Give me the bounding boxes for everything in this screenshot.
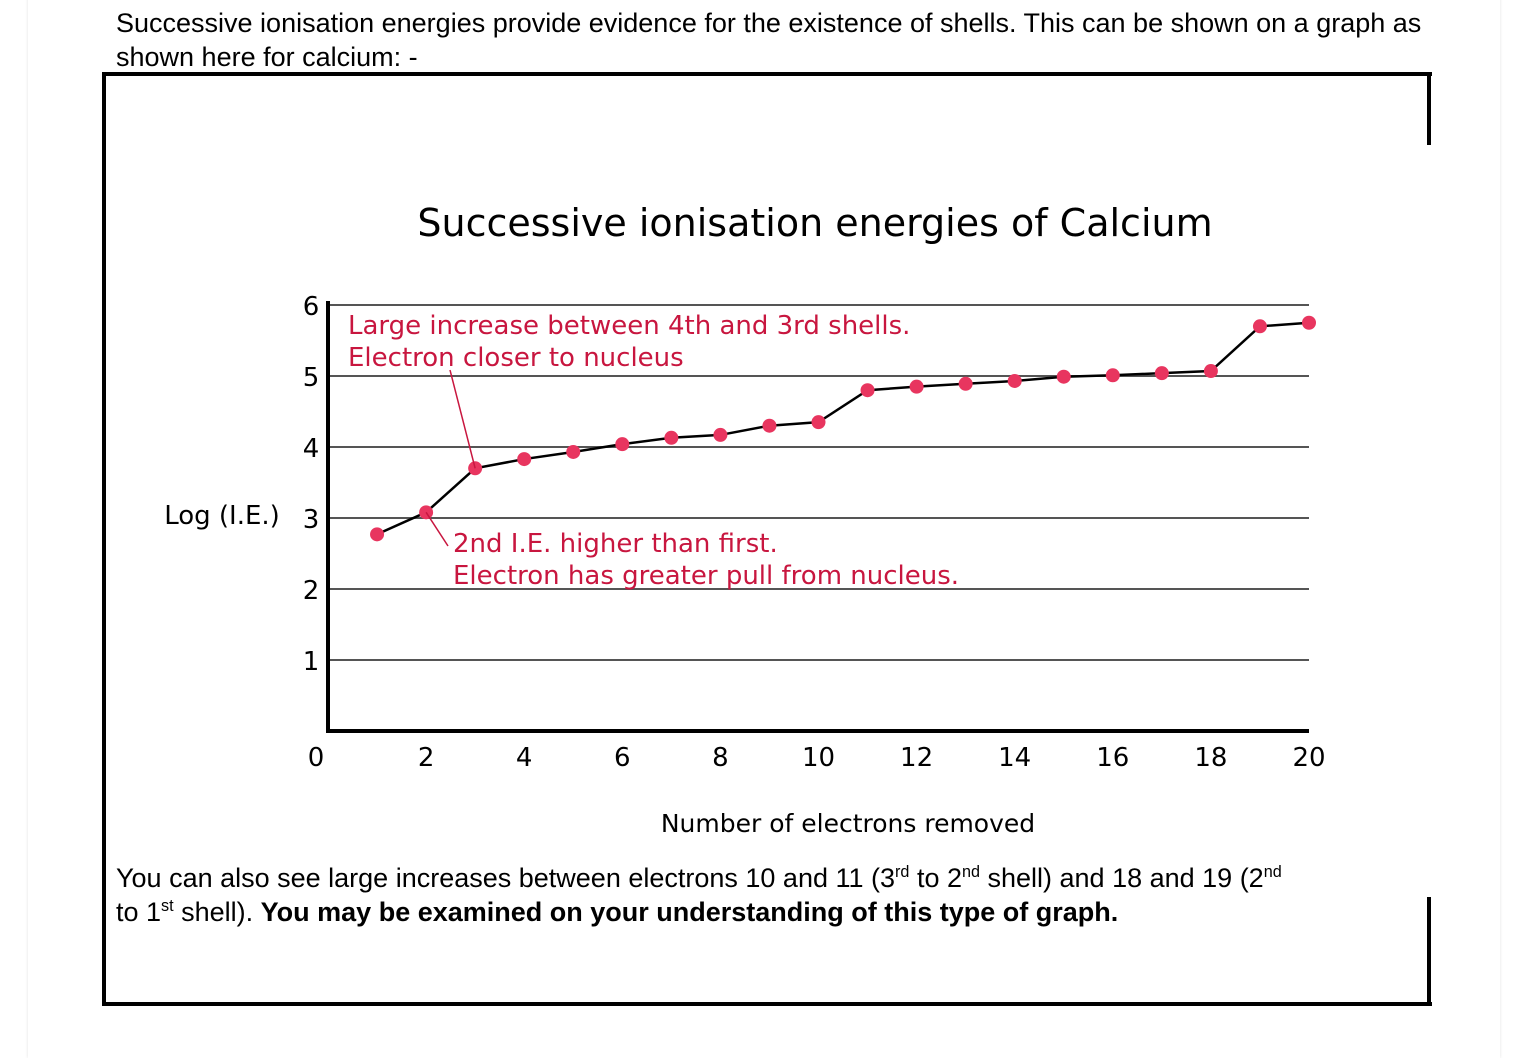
annotation-pointer: [449, 369, 476, 469]
intro-paragraph: Successive ionisation energies provide e…: [116, 8, 1422, 72]
data-point: [958, 376, 973, 391]
data-point: [1056, 369, 1071, 384]
annotation-text: Electron closer to nucleus: [348, 343, 684, 373]
x-tick-label: 10: [802, 743, 835, 773]
y-tick-label: 3: [303, 505, 320, 535]
x-tick-label: 8: [712, 743, 729, 773]
x-tick-label: 2: [418, 743, 435, 773]
data-point: [1302, 315, 1316, 330]
superscript: nd: [1263, 863, 1282, 881]
x-tick-label: 18: [1194, 743, 1227, 773]
x-tick-label: 12: [900, 743, 933, 773]
annotation-pointer: [425, 511, 449, 547]
frame-border-right: [1427, 897, 1431, 1006]
superscript: st: [161, 897, 174, 915]
data-point: [615, 437, 630, 452]
x-tick-label: 20: [1292, 743, 1325, 773]
y-axis-label: Log (I.E.): [164, 501, 280, 531]
outro-text: shell).: [173, 897, 261, 927]
y-tick-label: 2: [303, 576, 320, 606]
frame-border-left: [102, 72, 106, 1006]
annotation-text: 2nd I.E. higher than first.: [453, 529, 778, 559]
data-point: [1007, 373, 1022, 388]
frame-border-bottom: [102, 1002, 1432, 1006]
series-line: [376, 321, 1310, 536]
data-point: [762, 418, 777, 433]
outro-bold-text: You may be examined on your understandin…: [260, 897, 1119, 927]
x-axis-label: Number of electrons removed: [661, 809, 1035, 838]
data-point: [664, 430, 679, 445]
data-point: [566, 444, 581, 459]
x-tick-label: 16: [1096, 743, 1129, 773]
outro-text: to 2: [909, 863, 962, 893]
data-point: [1203, 364, 1218, 379]
y-tick-label: 5: [303, 363, 320, 393]
chart-title: Successive ionisation energies of Calciu…: [417, 201, 1212, 245]
data-point: [909, 379, 924, 394]
frame-border-top: [102, 72, 1432, 76]
annotation-text: Electron has greater pull from nucleus.: [453, 561, 959, 591]
data-point: [419, 505, 434, 520]
data-point: [1252, 319, 1267, 334]
outro-text: You can also see large increases between…: [116, 863, 896, 893]
outro-text: to 1: [116, 897, 162, 927]
data-point: [811, 415, 826, 430]
data-point: [517, 452, 532, 467]
y-tick-label: 1: [303, 647, 320, 677]
y-tick-label: 6: [303, 292, 320, 322]
data-point: [860, 383, 875, 398]
x-tick-label: 4: [516, 743, 533, 773]
outro-paragraph: You can also see large increases between…: [116, 861, 1446, 929]
superscript: rd: [895, 863, 910, 881]
frame-border-right: [1427, 72, 1431, 145]
x-tick-label: 6: [614, 743, 631, 773]
x-tick-label: 0: [308, 743, 325, 773]
outro-text: shell) and 18 and 19 (2: [980, 863, 1264, 893]
data-point: [370, 527, 385, 542]
annotation-text: Large increase between 4th and 3rd shell…: [348, 311, 910, 341]
superscript: nd: [961, 863, 980, 881]
data-point: [1105, 368, 1120, 383]
y-tick-label: 4: [303, 434, 320, 464]
document-page: [28, 0, 1500, 1058]
data-point: [1154, 366, 1169, 381]
x-tick-label: 14: [998, 743, 1031, 773]
data-point: [713, 427, 728, 442]
